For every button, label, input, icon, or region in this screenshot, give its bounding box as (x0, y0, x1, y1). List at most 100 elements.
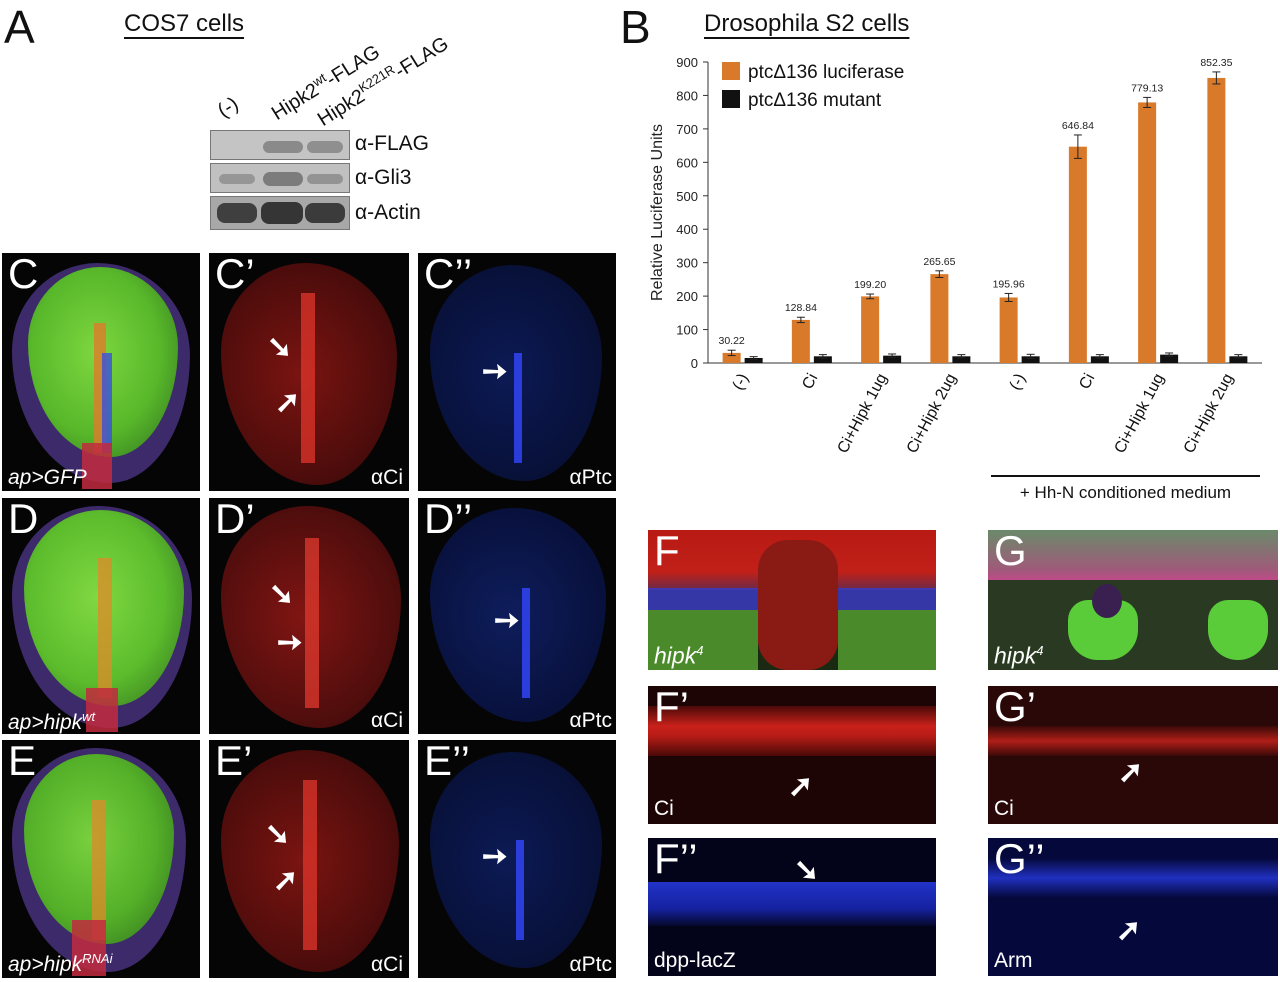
data-label: 779.13 (1131, 82, 1163, 94)
data-label: 195.96 (993, 278, 1025, 290)
panel-a-letter: A (4, 1, 35, 53)
image-d-ci: D’ ➘ ➙ αCi (209, 498, 409, 734)
image-e-ci: E’ ➘ ➚ αCi (209, 740, 409, 978)
y-axis-label: Relative Luciferase Units (649, 124, 666, 301)
legend-swatch (722, 90, 740, 108)
label-e: E (8, 740, 37, 784)
bar-0 (1207, 77, 1226, 363)
y-tick-label: 800 (676, 88, 698, 103)
image-d-ptc: D’’ ➙ αPtc (418, 498, 616, 734)
ci-label-e: αCi (371, 953, 403, 976)
legend-label: ptcΔ136 mutant (748, 90, 882, 111)
label-g-prime: G’ (994, 686, 1036, 730)
image-g-arm: G’’ ➚ Arm (988, 838, 1278, 976)
caption-e: ap>hipkRNAi (8, 951, 113, 976)
dpp-label-f: dpp-lacZ (654, 949, 736, 972)
arrow-icon: ➙ (277, 626, 303, 659)
blot-gli3 (210, 163, 350, 193)
arrow-up-icon: ➚ (1118, 756, 1144, 789)
bar-0 (861, 296, 880, 363)
ci-label-f: Ci (654, 797, 674, 820)
ptc-label-e: αPtc (569, 953, 612, 976)
label-d: D (8, 498, 39, 542)
bar-1 (952, 356, 971, 363)
caption-d: ap>hipkwt (8, 709, 96, 734)
label-e-prime: E’ (215, 740, 253, 784)
label-c-double-prime: C’’ (424, 253, 473, 297)
image-f-ci: F’ ➚ Ci (648, 686, 936, 824)
arrow-icon: ➚ (275, 386, 301, 419)
arrow-icon: ➙ (494, 604, 520, 637)
label-e-double-prime: E’’ (424, 740, 470, 784)
arrow-icon: ➙ (482, 840, 508, 873)
label-c: C (8, 253, 39, 297)
arm-label-g: Arm (994, 949, 1033, 972)
x-tick-label: Ci (1076, 371, 1098, 392)
image-c-merge: C ap>GFP (2, 253, 200, 491)
bar-1 (883, 355, 902, 363)
y-tick-label: 200 (676, 289, 698, 304)
x-tick-label: Ci+Hipk 2ug (1181, 371, 1237, 456)
label-f-double-prime: F’’ (654, 838, 698, 882)
label-f-prime: F’ (654, 686, 689, 730)
bar-1 (813, 356, 832, 363)
arrow-icon: ➘ (269, 578, 295, 611)
bar-0 (999, 297, 1018, 363)
data-label: 852.35 (1200, 57, 1232, 69)
arrow-up-icon: ➚ (1116, 914, 1142, 947)
bar-0 (1138, 102, 1157, 363)
arrow-down-icon: ➘ (794, 854, 820, 887)
blot-actin (210, 196, 350, 230)
image-f-dpp: F’’ ➘ dpp-lacZ (648, 838, 936, 976)
label-c-prime: C’ (215, 253, 255, 297)
caption-g: hipk4 (994, 642, 1044, 669)
y-tick-label: 500 (676, 189, 698, 204)
label-g-double-prime: G’’ (994, 838, 1045, 882)
image-g-merge: G hipk4 (988, 530, 1278, 670)
data-label: 199.20 (854, 279, 886, 291)
arrow-icon: ➙ (482, 355, 508, 388)
label-g: G (994, 530, 1027, 574)
x-tick-label: (-) (730, 371, 753, 393)
y-tick-label: 700 (676, 122, 698, 137)
label-d-prime: D’ (215, 498, 255, 542)
caption-c: ap>GFP (8, 466, 87, 489)
image-e-ptc: E’’ ➙ αPtc (418, 740, 616, 978)
image-g-ci: G’ ➚ Ci (988, 686, 1278, 824)
arrow-icon: ➘ (267, 331, 293, 364)
arrow-up-icon: ➚ (788, 770, 814, 803)
panel-a-title: COS7 cells (124, 10, 245, 37)
ptc-label-d: αPtc (569, 709, 612, 732)
image-d-merge: D ap>hipkwt (2, 498, 200, 734)
blot-label-flag: α-FLAG (355, 132, 429, 155)
ptc-label-c: αPtc (569, 466, 612, 489)
luciferase-bar-chart: 0 100 200 300 400 500 600 700 800 900 Relative Luc… (649, 55, 1262, 502)
image-c-ptc: C’’ ➙ αPtc (418, 253, 616, 491)
image-c-ci: C’ ➘ ➚ αCi (209, 253, 409, 491)
blot-label-gli3: α-Gli3 (355, 166, 412, 189)
image-f-merge: F hipk4 (648, 530, 936, 670)
y-tick-label: 400 (676, 222, 698, 237)
data-label: 30.22 (718, 335, 744, 347)
data-label: 265.65 (923, 256, 955, 268)
y-tick-label: 100 (676, 323, 698, 338)
y-tick-label: 600 (676, 155, 698, 170)
image-e-merge: E ap>hipkRNAi (2, 740, 200, 978)
x-tick-label: Ci+Hipk 1ug (835, 371, 891, 456)
ci-label-c: αCi (371, 466, 403, 489)
y-tick-label: 0 (691, 356, 698, 371)
blot-label-actin: α-Actin (355, 201, 421, 224)
panel-b-letter: B (620, 1, 651, 53)
arrow-icon: ➚ (273, 864, 299, 897)
x-tick-label: Ci+Hipk 2ug (904, 371, 960, 456)
x-tick-label: Ci (799, 371, 821, 392)
x-tick-label: (-) (1007, 371, 1030, 393)
bar-1 (1160, 354, 1179, 363)
arrow-icon: ➘ (265, 818, 291, 851)
bar-1 (1090, 356, 1109, 363)
bar-0 (722, 352, 741, 363)
bar-0 (1068, 146, 1087, 363)
data-label: 128.84 (785, 302, 817, 314)
ci-label-d: αCi (371, 709, 403, 732)
label-d-double-prime: D’’ (424, 498, 473, 542)
